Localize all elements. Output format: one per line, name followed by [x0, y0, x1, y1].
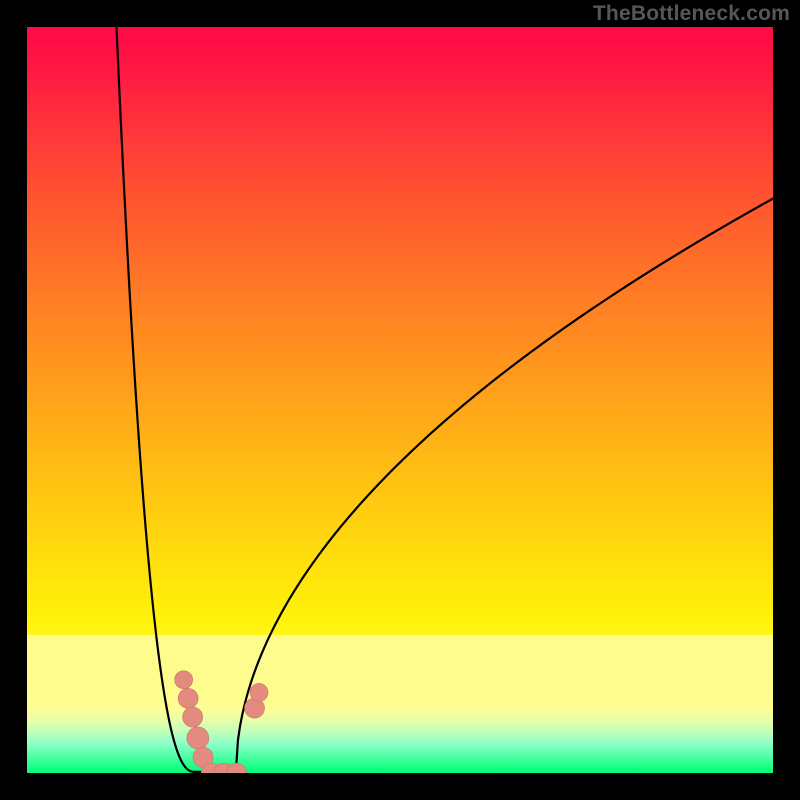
chart-background	[27, 27, 773, 773]
data-dot	[250, 683, 268, 701]
data-dot	[178, 688, 198, 708]
watermark-label: TheBottleneck.com	[593, 2, 790, 26]
data-dot	[175, 671, 193, 689]
data-dot	[183, 707, 203, 727]
bottleneck-chart	[27, 27, 773, 773]
data-dot	[187, 727, 209, 749]
